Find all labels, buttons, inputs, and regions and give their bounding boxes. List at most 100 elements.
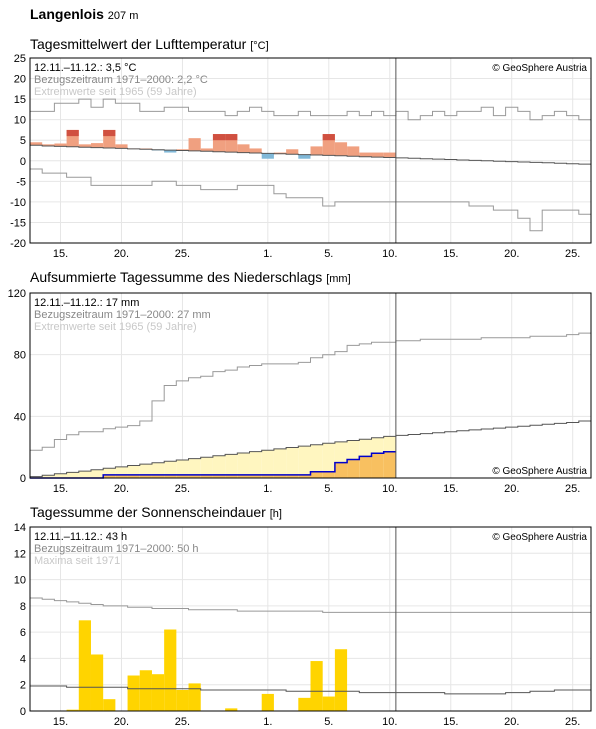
cumulative-precip-fill — [359, 456, 372, 478]
sunshine-bar — [176, 689, 189, 711]
temperature-bar — [200, 148, 213, 152]
x-tick-label: 5. — [324, 483, 333, 495]
x-tick-label: 25. — [565, 716, 580, 727]
copyright-label: © GeoSphere Austria — [492, 63, 587, 74]
precipitation-chart: 15. 20. 25. 1. 5. 10. 15. 20. 25. 0 40 80 120 12.11.–… — [8, 288, 592, 495]
extreme-min-line — [30, 168, 591, 232]
plot-frame — [29, 292, 592, 479]
y-tick-label: 25 — [14, 53, 26, 65]
reference-precip-fill — [286, 447, 299, 478]
y-tick-label: 14 — [14, 522, 26, 534]
legend-entry: 12.11.–11.12.: 3,5 °C — [34, 62, 137, 74]
x-tick-label: 15. — [443, 716, 458, 727]
x-tick-label: 20. — [114, 716, 129, 727]
sunshine-chart: 15. 20. 25. 1. 5. 10. 15. 20. 25. 0 2 4 6 8 10 12 14 12.1… — [14, 522, 592, 727]
extreme-max-line — [30, 98, 591, 121]
y-tick-label: 80 — [14, 350, 26, 362]
y-tick-label: 0 — [20, 473, 26, 485]
y-tick-label: 120 — [8, 288, 26, 300]
x-tick-label: 25. — [565, 483, 580, 495]
y-tick-label: -15 — [10, 217, 26, 229]
plot-frame — [29, 526, 592, 712]
sunshine-reference-line — [30, 685, 591, 695]
legend-entry: Extremwerte seit 1965 (59 Jahre) — [34, 321, 197, 333]
temperature-extreme-cap — [322, 134, 335, 141]
temperature-bar — [286, 149, 299, 155]
cumulative-precip-fill — [115, 474, 128, 478]
cumulative-precip-fill — [261, 474, 274, 478]
reference-precip-fill — [237, 453, 250, 478]
x-tick-label: 20. — [504, 483, 519, 495]
sunshine-bar — [334, 649, 348, 711]
reference-precip-fill — [78, 471, 91, 478]
sunshine-bar — [164, 629, 177, 711]
legend-entry: Bezugszeitraum 1971–2000: 2,2 °C — [34, 74, 208, 86]
temperature-bar — [54, 143, 67, 147]
cumulative-precip-fill — [347, 459, 360, 478]
sunshine-unit: [h] — [269, 508, 282, 520]
y-tick-label: 40 — [14, 411, 26, 423]
reference-precip-fill — [261, 450, 274, 478]
y-tick-label: 8 — [20, 601, 26, 613]
cumulative-precip-fill — [310, 471, 323, 478]
y-tick-label: 15 — [14, 94, 26, 106]
x-tick-label: 25. — [565, 248, 580, 260]
cumulative-precip-fill — [139, 474, 152, 478]
temperature-bar — [237, 144, 250, 153]
cumulative-precip-line — [30, 451, 396, 479]
cumulative-precip-fill — [188, 474, 201, 478]
temperature-bar — [176, 149, 189, 151]
precipitation-title: Aufsummierte Tagessumme des Niederschlag… — [30, 269, 323, 285]
x-tick-label: 20. — [114, 483, 129, 495]
y-tick-label: 0 — [20, 706, 26, 718]
cumulative-precip-fill — [164, 474, 177, 478]
cumulative-precip-fill — [334, 462, 348, 478]
reference-precip-fill — [310, 444, 323, 478]
temperature-title: Tagesmittelwert der Lufttemperatur — [30, 36, 247, 52]
temperature-bar — [42, 144, 55, 146]
sunshine-bar — [298, 697, 311, 711]
reference-precip-fill — [298, 446, 311, 478]
sunshine-bar — [188, 683, 201, 711]
reference-precip-fill — [273, 448, 287, 478]
station-elevation: 207 m — [107, 10, 139, 22]
y-tick-label: -10 — [10, 197, 26, 209]
extreme-max-line — [30, 332, 591, 451]
legend-entry: Bezugszeitraum 1971–2000: 50 h — [34, 543, 199, 555]
temperature-bar — [90, 143, 104, 148]
sunshine-bar — [261, 693, 274, 711]
reference-precip-fill — [322, 443, 335, 478]
x-tick-label: 10. — [382, 248, 397, 260]
temperature-extreme-cap — [225, 134, 238, 141]
cumulative-precip-fill — [286, 474, 299, 478]
x-tick-label: 20. — [504, 716, 519, 727]
reference-precip-fill — [42, 475, 55, 478]
temperature-bar — [115, 144, 128, 149]
cumulative-precip-fill — [237, 474, 250, 478]
reference-cumulative-line — [30, 420, 591, 478]
copyright-label: © GeoSphere Austria — [492, 532, 587, 543]
sunshine-bar — [310, 661, 323, 711]
reference-mean-line — [30, 144, 591, 165]
y-tick-label: 10 — [14, 575, 26, 587]
reference-precip-fill — [115, 466, 128, 478]
legend-entry: Extremwerte seit 1965 (59 Jahre) — [34, 86, 197, 98]
sunshine-bar — [66, 709, 79, 711]
x-tick-label: 5. — [324, 248, 333, 260]
sunshine-bar — [139, 670, 152, 711]
temperature-extreme-cap — [66, 129, 79, 137]
y-tick-label: -20 — [10, 238, 26, 250]
sunshine-bar — [151, 674, 165, 711]
x-tick-label: 25. — [175, 248, 190, 260]
x-tick-label: 20. — [114, 248, 129, 260]
cumulative-precip-fill — [151, 474, 165, 478]
y-tick-label: 2 — [20, 680, 26, 692]
cumulative-precip-fill — [127, 474, 140, 478]
x-tick-label: 20. — [504, 248, 519, 260]
temperature-bar — [188, 138, 201, 151]
temperature-bar — [298, 154, 311, 159]
x-tick-label: 15. — [53, 483, 68, 495]
temperature-bar — [359, 152, 372, 157]
temperature-bar — [164, 150, 177, 153]
x-tick-label: 1. — [263, 248, 272, 260]
